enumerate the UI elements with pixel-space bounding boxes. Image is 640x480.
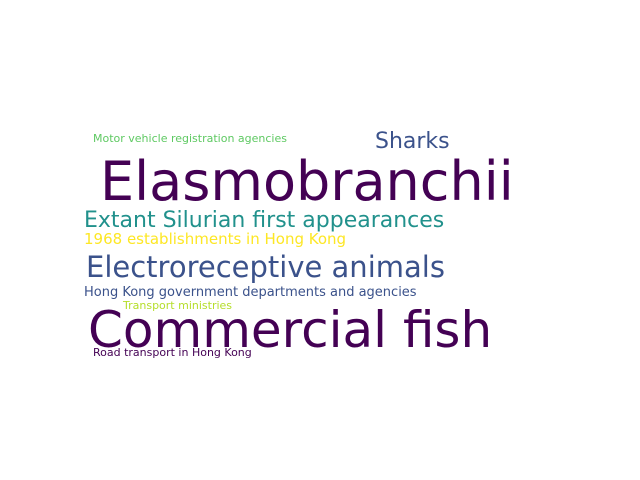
word-motor-vehicle-registration-agencies: Motor vehicle registration agencies	[93, 132, 287, 145]
word-electroreceptive-animals: Electroreceptive animals	[86, 250, 445, 284]
word-sharks: Sharks	[375, 129, 450, 154]
word-commercial-fish: Commercial fish	[88, 301, 493, 359]
word-road-transport-in-hong-kong: Road transport in Hong Kong	[93, 346, 252, 359]
word-extant-silurian-first-appearances: Extant Silurian first appearances	[84, 208, 445, 233]
word-hong-kong-government-departments-and-agencies: Hong Kong government departments and age…	[84, 285, 417, 300]
word-elasmobranchii: Elasmobranchii	[100, 150, 514, 213]
word-1968-establishments-in-hong-kong: 1968 establishments in Hong Kong	[84, 230, 347, 248]
word-transport-ministries: Transport ministries	[123, 299, 233, 312]
